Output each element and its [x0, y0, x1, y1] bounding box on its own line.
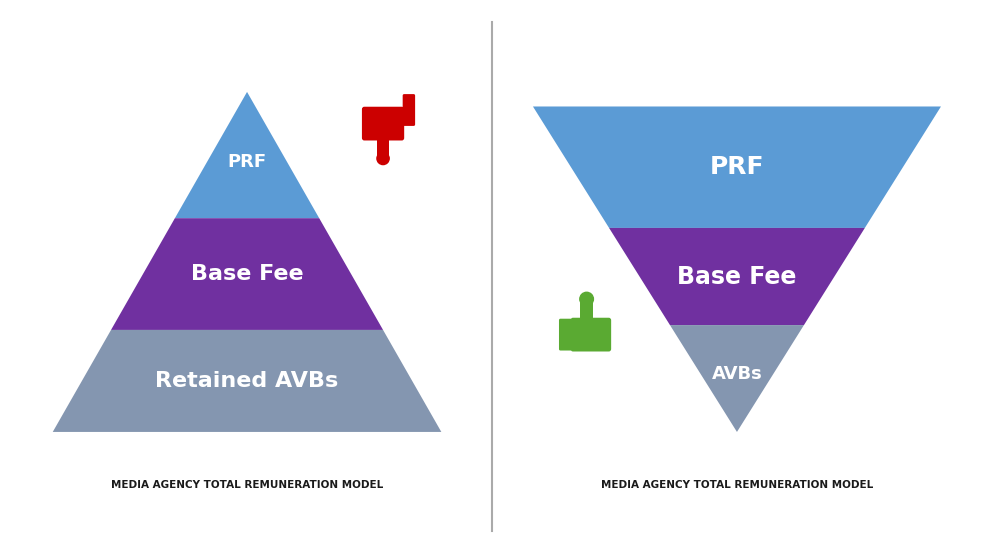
- Circle shape: [377, 152, 390, 165]
- FancyBboxPatch shape: [362, 107, 404, 140]
- Text: Base Fee: Base Fee: [191, 264, 303, 284]
- Text: Base Fee: Base Fee: [677, 264, 797, 289]
- Polygon shape: [175, 92, 319, 218]
- FancyBboxPatch shape: [402, 94, 415, 126]
- Polygon shape: [670, 325, 804, 432]
- Polygon shape: [609, 228, 865, 325]
- Text: MEDIA AGENCY TOTAL REMUNERATION MODEL: MEDIA AGENCY TOTAL REMUNERATION MODEL: [111, 481, 383, 491]
- Text: PRF: PRF: [709, 155, 765, 179]
- Polygon shape: [111, 218, 383, 330]
- FancyBboxPatch shape: [571, 318, 611, 352]
- Polygon shape: [580, 299, 593, 320]
- Text: PRF: PRF: [227, 153, 267, 171]
- Circle shape: [580, 293, 593, 306]
- Polygon shape: [533, 107, 941, 228]
- Text: MEDIA AGENCY TOTAL REMUNERATION MODEL: MEDIA AGENCY TOTAL REMUNERATION MODEL: [601, 481, 873, 491]
- Text: Retained AVBs: Retained AVBs: [155, 371, 338, 391]
- Polygon shape: [53, 330, 442, 432]
- Text: AVBs: AVBs: [711, 364, 763, 383]
- Polygon shape: [377, 138, 390, 159]
- FancyBboxPatch shape: [559, 319, 572, 351]
